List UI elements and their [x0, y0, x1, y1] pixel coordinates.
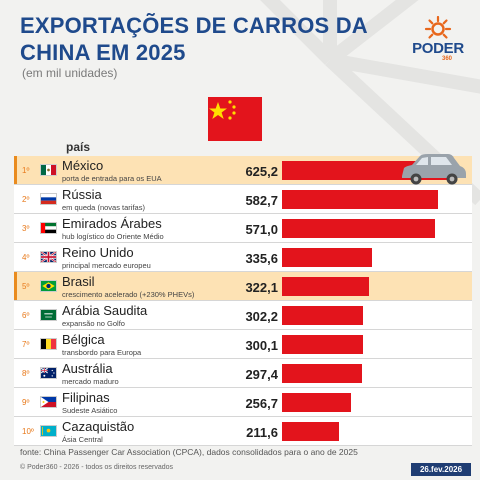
logo-number: 360 [442, 56, 453, 62]
table-row: 8º Austrália mercado maduro 297,4 [14, 359, 472, 388]
sunburst-icon [424, 15, 452, 39]
table-row: 9º Filipinas Sudeste Asiático 256,7 [14, 388, 472, 417]
country-note: mercado maduro [62, 377, 119, 386]
table-row: 4º Reino Unido principal mercado europeu 33… [14, 243, 472, 272]
value-label: 582,7 [245, 193, 278, 208]
value-label: 297,4 [245, 367, 278, 382]
bar [282, 219, 436, 238]
country-note: porta de entrada para os EUA [62, 174, 162, 183]
ranking-table: 1º México porta de entrada para os EUA 625,… [14, 154, 472, 446]
value-label: 571,0 [245, 222, 278, 237]
rank-label: 8º [22, 369, 30, 378]
rank-label: 5º [22, 282, 30, 291]
country-name: Cazaquistão [62, 419, 135, 434]
title-line-1: EXPORTAÇÕES DE CARROS DA [20, 13, 368, 38]
bar [282, 393, 351, 412]
source-note: fonte: China Passenger Car Association (… [20, 447, 358, 457]
rank-label: 10º [22, 427, 34, 436]
rank-label: 7º [22, 340, 30, 349]
country-note: em queda (novas tarifas) [62, 203, 145, 212]
rank-label: 1º [22, 166, 30, 175]
table-row: 10º Cazaquistão Ásia Central 211,6 [14, 417, 472, 446]
uk-flag-icon [40, 251, 57, 263]
russia-flag-icon [40, 193, 57, 205]
bar [282, 335, 363, 354]
page-title: EXPORTAÇÕES DE CARROS DA CHINA EM 2025 [20, 12, 368, 66]
mexico-flag-icon [40, 164, 57, 176]
table-row: 3º Emirados Árabes hub logístico do Orient… [14, 214, 472, 243]
value-label: 335,6 [245, 251, 278, 266]
kazakhstan-flag-icon [40, 425, 57, 437]
brazil-flag-icon [40, 280, 57, 292]
copyright-note: © Poder360 - 2026 - todos os direitos re… [20, 464, 174, 471]
philippines-flag-icon [40, 396, 57, 408]
bar [282, 306, 364, 325]
country-name: Rússia [62, 187, 102, 202]
country-name: México [62, 158, 104, 173]
value-label: 322,1 [245, 280, 278, 295]
country-note: hub logístico do Oriente Médio [62, 232, 164, 241]
title-line-2: CHINA EM 2025 [20, 40, 186, 65]
country-name: Emirados Árabes [62, 216, 162, 231]
country-note: Ásia Central [62, 435, 103, 444]
bar [282, 190, 439, 209]
belgium-flag-icon [40, 338, 57, 350]
country-name: Austrália [62, 361, 113, 376]
rank-label: 6º [22, 311, 30, 320]
logo-text: PODER [412, 40, 464, 57]
country-note: expansão no Golfo [62, 319, 125, 328]
country-note: Sudeste Asiático [62, 406, 118, 415]
saudi-flag-icon [40, 309, 57, 321]
bar [282, 422, 339, 441]
country-note: crescimento acelerado (+230% PHEVs) [62, 290, 195, 299]
country-note: transbordo para Europa [62, 348, 142, 357]
value-label: 302,2 [245, 309, 278, 324]
country-name: Reino Unido [62, 245, 134, 260]
australia-flag-icon [40, 367, 57, 379]
rank-label: 2º [22, 195, 30, 204]
country-name: Bélgica [62, 332, 105, 347]
table-row: 1º México porta de entrada para os EUA 625,… [14, 154, 472, 185]
value-label: 211,6 [246, 425, 278, 440]
country-name: Arábia Saudita [62, 303, 148, 318]
date-badge: 26.fev.2026 [411, 463, 471, 476]
value-label: 256,7 [245, 396, 278, 411]
bar [282, 364, 362, 383]
table-row: 2º Rússia em queda (novas tarifas) 582,7 [14, 185, 472, 214]
table-row: 7º Bélgica transbordo para Europa 300,1 [14, 330, 472, 359]
country-name: Filipinas [62, 390, 110, 405]
column-header-country: país [66, 140, 91, 154]
country-name: Brasil [62, 274, 95, 289]
bar [282, 248, 373, 267]
value-label: 300,1 [245, 338, 278, 353]
table-row: 5º Brasil crescimento acelerado (+230% PHE… [14, 272, 472, 301]
table-row: 6º Arábia Saudita expansão no Golfo 302,2 [14, 301, 472, 330]
rank-label: 4º [22, 253, 30, 262]
rank-label: 9º [22, 398, 30, 407]
poder360-logo: PODER 360 [412, 15, 472, 68]
uae-flag-icon [40, 222, 57, 234]
car-icon [402, 154, 466, 185]
bar [282, 277, 369, 296]
country-note: principal mercado europeu [62, 261, 151, 270]
value-label: 625,2 [245, 164, 278, 179]
rank-label: 3º [22, 224, 30, 233]
page-subtitle: (em mil unidades) [22, 66, 118, 80]
china-flag-icon [208, 97, 262, 141]
